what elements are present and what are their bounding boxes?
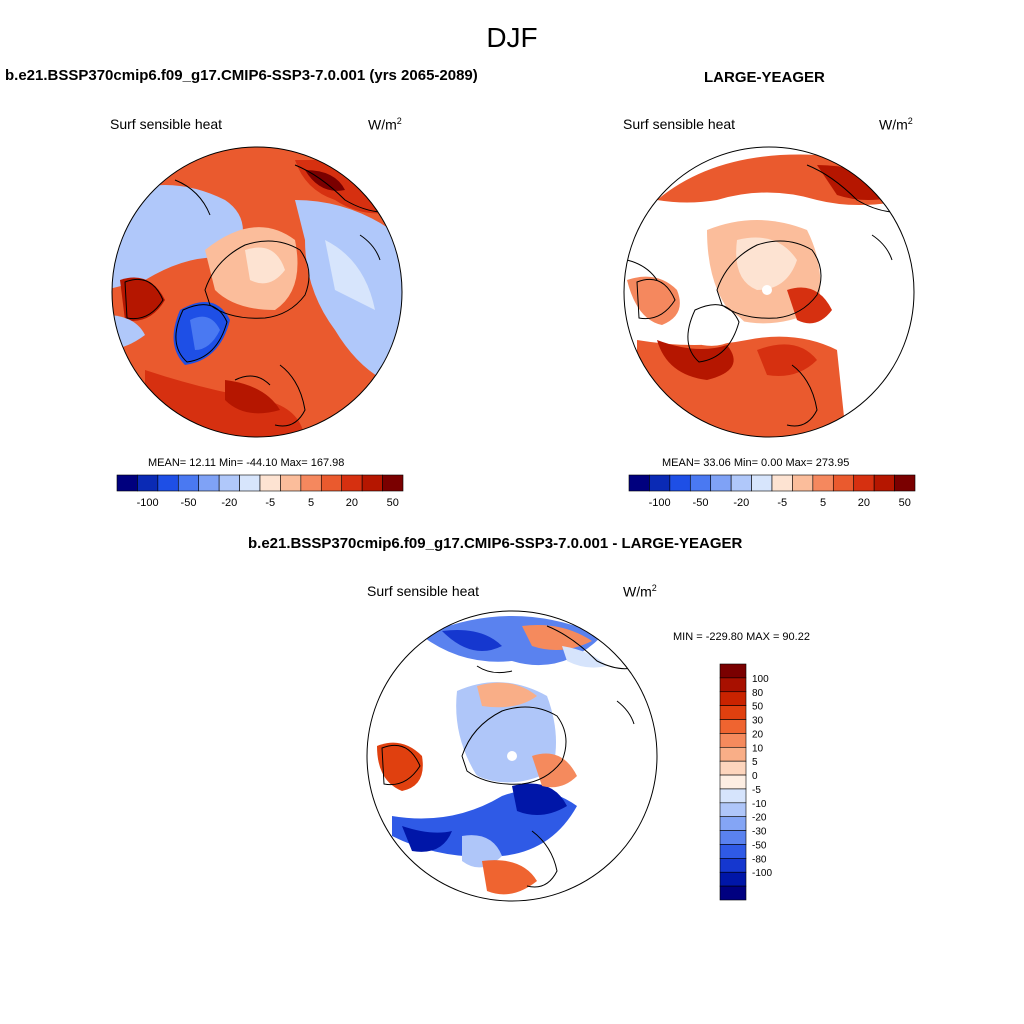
panel3-stats: MIN = -229.80 MAX = 90.22 xyxy=(673,631,810,643)
panel1-colorbar-tick-label: -5 xyxy=(265,497,275,509)
panel2-colorbar-tick-label: -100 xyxy=(649,497,671,509)
panel2-colorbar-swatch xyxy=(628,474,650,492)
panel3-colorbar-swatch xyxy=(719,705,747,720)
panel3-colorbar-swatch xyxy=(719,816,747,831)
panel2-colorbar-tick-label: -5 xyxy=(777,497,787,509)
panel2-stats: MEAN= 33.06 Min= 0.00 Max= 273.95 xyxy=(662,457,850,469)
panel3-colorbar-swatch xyxy=(719,719,747,734)
panel1-stats: MEAN= 12.11 Min= -44.10 Max= 167.98 xyxy=(148,457,345,469)
panel2-colorbar-tick-label: 20 xyxy=(858,497,870,509)
panel1-variable-label: Surf sensible heat xyxy=(110,116,223,132)
panel2-colorbar-swatch xyxy=(669,474,691,492)
panel1-colorbar-tick-label: 20 xyxy=(346,497,358,509)
panel1-colorbar-tick-label: -20 xyxy=(221,497,237,509)
panel3-colorbar-tick-label: 5 xyxy=(752,757,758,768)
panel1-colorbar-swatch xyxy=(137,474,159,492)
panel3-colorbar-tick-label: -50 xyxy=(752,840,767,851)
panel3-colorbar-tick-label: -10 xyxy=(752,799,767,810)
panel3-colorbar-swatch xyxy=(719,677,747,693)
panel3-map xyxy=(366,610,658,902)
panel1-colorbar-swatch xyxy=(361,474,383,492)
panel2-colorbar-swatch xyxy=(792,474,814,492)
panel1-colorbar-swatch xyxy=(259,474,281,492)
panel3-colorbar-swatch xyxy=(719,885,747,901)
panel3-variable-label: Surf sensible heat xyxy=(367,583,480,599)
panel1-colorbar-swatch xyxy=(300,474,322,492)
figure-title: DJF xyxy=(486,22,538,53)
panel3-colorbar-tick-label: -5 xyxy=(752,785,761,796)
panel3-colorbar-swatch xyxy=(719,691,747,706)
panel2-units-label: W/m2 xyxy=(879,116,913,133)
panel1-colorbar-swatch xyxy=(320,474,343,492)
panel1-colorbar-tick-label: -50 xyxy=(181,497,197,509)
panel1-colorbar-tick-label: 50 xyxy=(387,497,399,509)
panel2-colorbar-tick-label: 5 xyxy=(820,497,826,509)
panel2-colorbar-swatch xyxy=(710,474,732,492)
panel3-colorbar-swatch xyxy=(719,802,747,818)
panel2-colorbar-swatch xyxy=(832,474,855,492)
panel2-variable-label: Surf sensible heat xyxy=(623,116,736,132)
panel2-colorbar-tick-label: -50 xyxy=(693,497,709,509)
panel2-map xyxy=(623,146,915,438)
panel2-colorbar-swatch xyxy=(812,474,834,492)
panel1-colorbar-swatch xyxy=(177,474,200,492)
panel3-colorbar-tick-label: -80 xyxy=(752,854,767,865)
panel1-units-label: W/m2 xyxy=(368,116,402,133)
panel2-case-title: LARGE-YEAGER xyxy=(704,69,825,86)
panel1-colorbar-swatch xyxy=(382,474,404,492)
panel2-colorbar-swatch xyxy=(751,474,773,492)
panel2-colorbar-swatch xyxy=(771,474,793,492)
panel3-colorbar-tick-label: 10 xyxy=(752,743,764,754)
panel3-colorbar-swatch xyxy=(719,844,747,859)
panel3-colorbar-swatch xyxy=(719,663,747,679)
panel2-colorbar-swatch xyxy=(853,474,875,492)
panel3-colorbar-tick-label: -100 xyxy=(752,868,772,879)
panel2-colorbar-swatch xyxy=(689,474,712,492)
panel3-colorbar-swatch xyxy=(719,774,747,790)
panel3-colorbar-swatch xyxy=(719,830,747,845)
panel3-units-label: W/m2 xyxy=(623,583,657,600)
panel3-colorbar-tick-label: 20 xyxy=(752,729,764,740)
panel1-colorbar-swatch xyxy=(198,474,220,492)
panel1-map xyxy=(111,146,403,438)
panel1-colorbar-tick-label: 5 xyxy=(308,497,314,509)
panel1-colorbar-tick-label: -100 xyxy=(137,497,159,509)
panel3-colorbar-swatch xyxy=(719,746,747,762)
panel1-colorbar-swatch xyxy=(157,474,179,492)
panel3-colorbar-swatch xyxy=(719,760,747,776)
panel3-colorbar-swatch xyxy=(719,733,747,748)
panel3-colorbar-tick-label: 80 xyxy=(752,688,764,699)
panel1-colorbar-swatch xyxy=(239,474,261,492)
panel2-colorbar-tick-label: 50 xyxy=(899,497,911,509)
panel3-colorbar-tick-label: 0 xyxy=(752,771,758,782)
panel3-colorbar-swatch xyxy=(719,871,747,887)
panel3-case-title: b.e21.BSSP370cmip6.f09_g17.CMIP6-SSP3-7.… xyxy=(248,535,743,552)
panel1-colorbar-swatch xyxy=(218,474,240,492)
panel3-colorbar-swatch xyxy=(719,858,747,873)
panel3-colorbar-tick-label: -20 xyxy=(752,813,767,824)
panel3-colorbar-tick-label: 50 xyxy=(752,702,764,713)
panel1-colorbar-swatch xyxy=(341,474,363,492)
panel2-colorbar-swatch xyxy=(649,474,671,492)
panel2-colorbar-swatch xyxy=(873,474,895,492)
panel3-colorbar-tick-label: -30 xyxy=(752,827,767,838)
panel1-colorbar-swatch xyxy=(280,474,302,492)
panel3-colorbar-swatch xyxy=(719,788,747,804)
panel1-colorbar-swatch xyxy=(116,474,138,492)
panel3-colorbar-tick-label: 30 xyxy=(752,716,764,727)
panel2-colorbar-swatch xyxy=(730,474,752,492)
panel2-colorbar-tick-label: -20 xyxy=(733,497,749,509)
panel2-colorbar-swatch xyxy=(894,474,916,492)
panel1-case-title: b.e21.BSSP370cmip6.f09_g17.CMIP6-SSP3-7.… xyxy=(5,67,478,84)
panel3-colorbar-tick-label: 100 xyxy=(752,674,769,685)
